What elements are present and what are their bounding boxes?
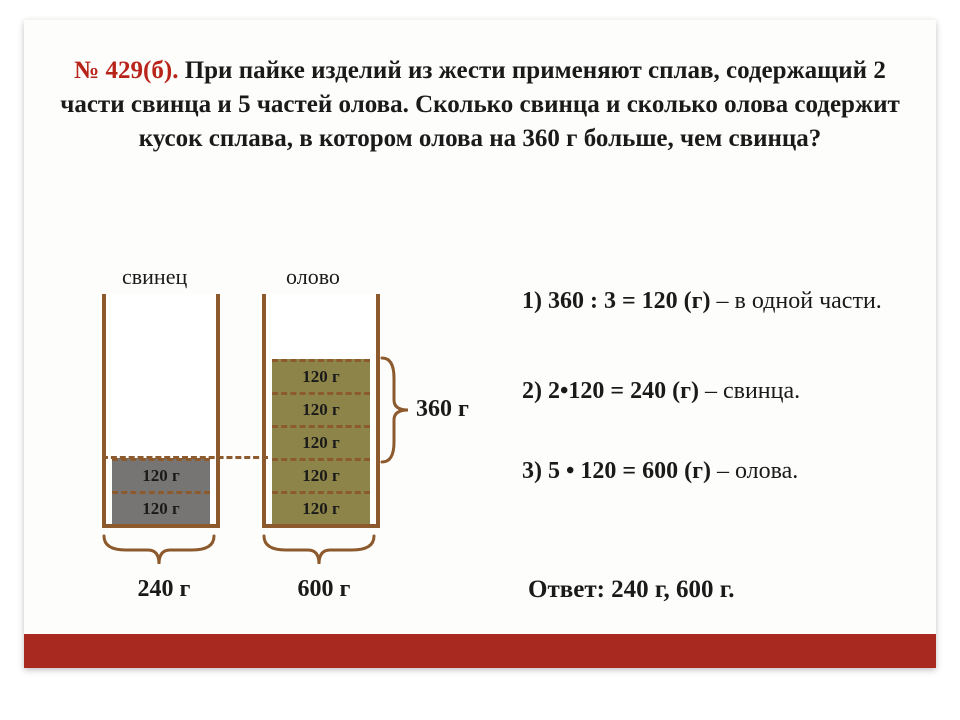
step-1: 1) 360 : 3 = 120 (г) – в одной части. xyxy=(522,286,902,317)
step-1-tail: – в одной части. xyxy=(711,288,882,314)
tin-part: 120 г xyxy=(272,458,370,491)
problem-text: № 429(б). При пайке изделий из жести при… xyxy=(60,54,900,155)
beaker-tin: 120 г 120 г 120 г 120 г 120 г xyxy=(262,294,380,528)
problem-number: № 429(б). xyxy=(74,57,178,84)
tin-part: 120 г xyxy=(272,491,370,524)
slide-card: № 429(б). При пайке изделий из жести при… xyxy=(24,20,936,668)
step-2-tail: – свинца. xyxy=(699,378,800,404)
label-tin: олово xyxy=(286,264,340,290)
beaker-lead: 120 г 120 г xyxy=(102,294,220,528)
brace-tin-bottom xyxy=(258,530,380,570)
canvas: № 429(б). При пайке изделий из жести при… xyxy=(0,0,960,720)
lead-part: 120 г xyxy=(112,458,210,491)
tin-part: 120 г xyxy=(272,425,370,458)
brace-lead-bottom xyxy=(98,530,220,570)
step-1-bold: 1) 360 : 3 = 120 (г) xyxy=(522,288,711,314)
label-lead-total: 240 г xyxy=(124,576,204,603)
tin-part: 120 г xyxy=(272,392,370,425)
label-360g: 360 г xyxy=(416,396,469,423)
dash-connector xyxy=(102,456,268,459)
bottom-stripe xyxy=(24,634,936,668)
label-tin-total: 600 г xyxy=(284,576,364,603)
brace-360 xyxy=(378,354,414,466)
step-3-bold: 3) 5 • 120 = 600 (г) xyxy=(522,458,711,484)
lead-part: 120 г xyxy=(112,491,210,524)
tin-part: 120 г xyxy=(272,359,370,392)
step-3-tail: – олова. xyxy=(711,458,798,484)
step-3: 3) 5 • 120 = 600 (г) – олова. xyxy=(522,456,902,487)
step-2: 2) 2•120 = 240 (г) – свинца. xyxy=(522,376,902,407)
step-2-bold: 2) 2•120 = 240 (г) xyxy=(522,378,699,404)
problem-body: При пайке изделий из жести применяют спл… xyxy=(60,57,900,152)
label-lead: свинец xyxy=(122,264,187,290)
answer-text: Ответ: 240 г, 600 г. xyxy=(528,576,735,604)
